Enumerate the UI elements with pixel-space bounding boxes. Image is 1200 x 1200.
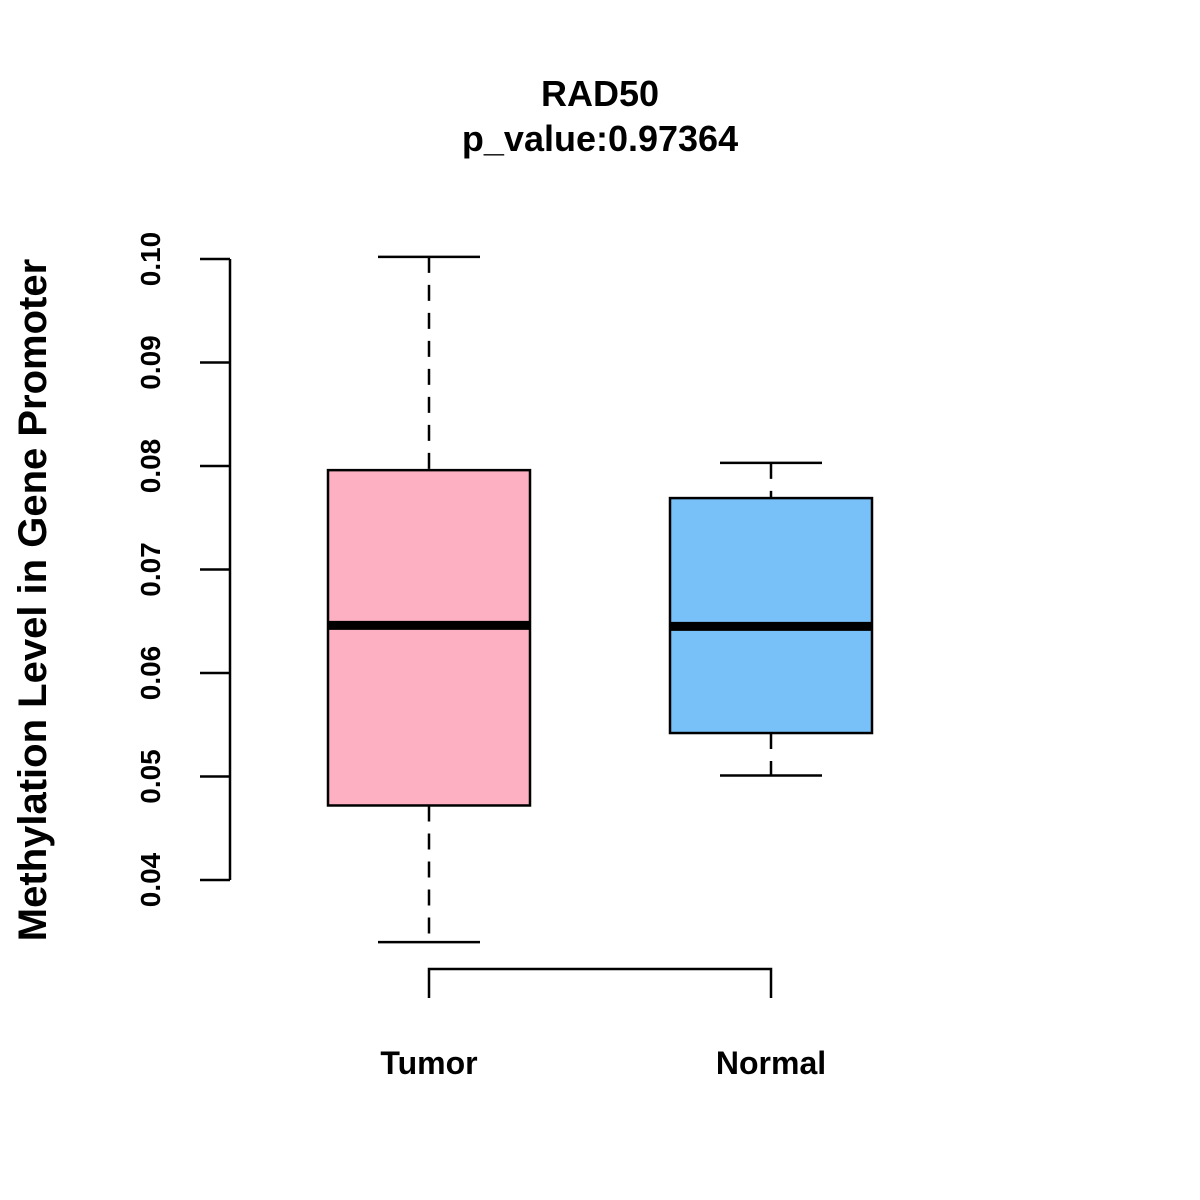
y-tick-label: 0.08 xyxy=(135,439,166,494)
y-tick-label: 0.09 xyxy=(135,335,166,390)
boxes xyxy=(326,255,874,944)
y-tick-label: 0.10 xyxy=(135,232,166,287)
chart-title: RAD50 xyxy=(541,73,659,114)
y-tick-label: 0.04 xyxy=(135,852,166,907)
y-tick-label: 0.07 xyxy=(135,542,166,597)
comparison-bracket xyxy=(427,967,773,998)
bracket-line xyxy=(427,967,773,998)
y-axis: 0.04 0.05 0.06 0.07 0.08 0.09 0.10 xyxy=(135,232,232,907)
box-normal xyxy=(668,461,874,777)
x-tick-label-normal: Normal xyxy=(716,1045,826,1081)
iqr-box xyxy=(326,468,532,807)
x-tick-label-tumor: Tumor xyxy=(380,1045,477,1081)
y-tick-label: 0.05 xyxy=(135,749,166,804)
y-tick-label: 0.06 xyxy=(135,646,166,701)
chart-title-group: RAD50 p_value:0.97364 xyxy=(462,73,738,159)
x-axis-labels: Tumor Normal xyxy=(380,1045,826,1081)
chart-subtitle: p_value:0.97364 xyxy=(462,118,738,159)
y-axis-label: Methylation Level in Gene Promoter xyxy=(11,259,55,941)
box-tumor xyxy=(326,255,532,944)
iqr-box xyxy=(668,496,874,735)
